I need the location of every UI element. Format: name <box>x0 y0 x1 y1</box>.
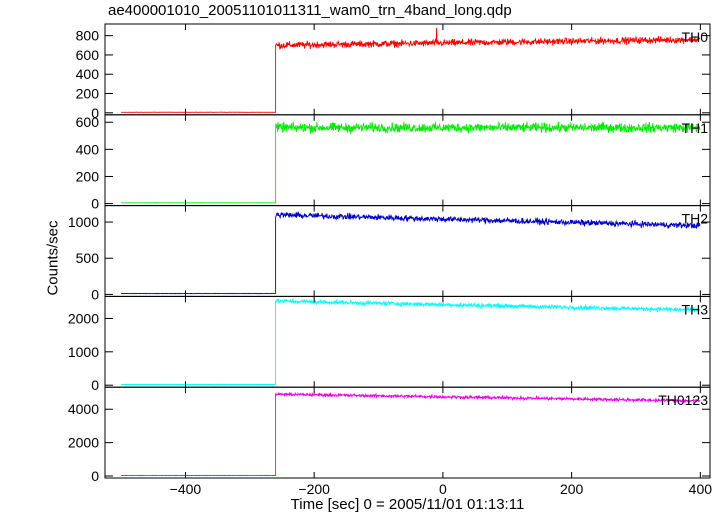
x-axis-label: Time [sec] 0 = 2005/11/01 01:13:11 <box>290 496 525 513</box>
y-tick-label: 2000 <box>68 310 99 326</box>
x-tick-label: 0 <box>439 481 447 497</box>
x-tick-label: 400 <box>689 481 713 497</box>
y-tick-label: 1000 <box>68 344 99 360</box>
panel-label: TH2 <box>682 211 709 227</box>
y-tick-label: 0 <box>91 286 99 302</box>
light-curve-th2 <box>120 211 701 295</box>
y-tick-label: 500 <box>76 250 100 266</box>
panel-label: TH1 <box>682 120 709 136</box>
panel-th0: 0 200 400 600 800 TH0 <box>76 23 711 121</box>
y-tick-label: 0 <box>91 105 99 121</box>
panel-th1: 0 200 400 600 TH1 <box>76 114 711 212</box>
light-curve-th0123 <box>121 391 701 476</box>
y-tick-label: 600 <box>76 47 100 63</box>
y-tick-label: 200 <box>76 168 100 184</box>
light-curve-th1 <box>121 120 701 204</box>
y-tick-label: 400 <box>76 141 100 157</box>
panel-label: TH3 <box>682 301 709 317</box>
panel-frame <box>104 23 711 116</box>
y-tick-label: 400 <box>76 66 100 82</box>
panel-frame <box>104 386 711 479</box>
y-tick-label: 0 <box>91 377 99 393</box>
light-curve-th0 <box>120 27 701 113</box>
y-tick-label: 800 <box>76 28 100 44</box>
y-tick-label: 0 <box>91 196 99 212</box>
x-tick-label: −400 <box>170 481 202 497</box>
panel-th0123: 0 2000 4000 TH0123 <box>68 386 711 484</box>
x-tick-label: −200 <box>298 481 330 497</box>
y-tick-label: 200 <box>76 86 100 102</box>
y-tick-label: 2000 <box>68 435 99 451</box>
panel-label: TH0 <box>682 29 709 45</box>
y-tick-label: 600 <box>76 114 100 130</box>
panel-label: TH0123 <box>658 392 708 408</box>
y-tick-label: 1000 <box>68 214 99 230</box>
y-tick-label: 4000 <box>68 401 99 417</box>
panel-frame <box>104 295 711 388</box>
x-tick-label: 200 <box>560 481 584 497</box>
panel-th3: 0 1000 2000 TH3 <box>68 295 711 393</box>
chart-title: ae400001010_20051101011311_wam0_trn_4ban… <box>108 2 512 19</box>
light-curve-th3 <box>121 297 701 386</box>
y-tick-label: 0 <box>91 468 99 484</box>
panel-th2: 0 500 1000 TH2 <box>68 205 711 302</box>
